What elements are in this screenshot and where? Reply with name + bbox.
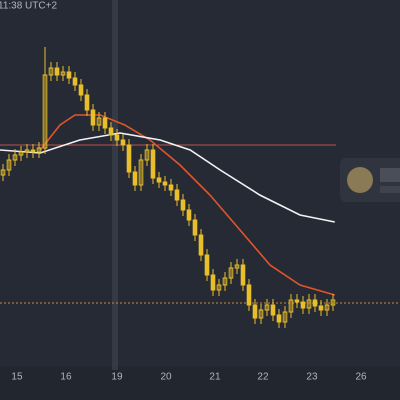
candle-body [96,117,102,126]
candle-body [108,127,114,136]
candle-body [126,144,132,173]
candle-body [198,234,204,256]
candle-body [18,151,24,156]
candle-body [174,189,180,201]
x-tick-label: 16 [60,372,72,383]
candle-body [30,149,36,153]
candle-body [156,177,162,183]
logo [340,158,400,202]
candle-body [120,139,126,146]
candle-body [276,314,282,323]
x-tick-label: 23 [306,372,318,383]
candle-body [288,299,294,313]
candle-body [114,134,120,141]
candle-body [0,169,6,176]
candle-body [204,254,210,276]
candle-body [60,71,66,76]
candle-body [132,171,138,186]
candle-body [282,311,288,323]
candle-body [258,309,264,319]
candle-body [246,284,252,306]
candle-body [78,84,84,96]
x-tick-label: 20 [160,372,172,383]
candle-body [138,159,144,186]
crosshair [112,0,119,370]
candle-body [90,109,96,126]
candle-body [318,305,324,311]
candle-body [66,71,72,79]
candle-body [36,147,42,153]
candle-body [144,149,150,161]
candle-body [270,304,276,316]
candle-body [42,74,48,149]
x-tick-label: 19 [111,372,123,383]
x-tick-label: 22 [257,372,269,383]
candle-body [54,67,60,76]
candle-body [162,181,168,186]
x-tick-label: 26 [355,372,367,383]
candle-body [6,159,12,171]
candle-body [264,304,270,311]
chart-title: 11:38 UTC+2 [0,1,57,12]
candle-body [48,67,54,76]
candle-body [180,199,186,211]
time-axis [0,366,400,400]
x-tick-label: 15 [11,372,23,383]
candle-body [234,264,240,269]
candle-body [312,299,318,307]
candle-body [252,304,258,319]
logo-icon [347,167,373,193]
candle-body [186,209,192,221]
candle-body [330,299,336,306]
candle-body [216,284,222,291]
logo-text-shape [380,186,400,193]
candle-body [168,184,174,191]
candle-body [12,154,18,161]
candle-body [192,219,198,236]
candle-body [210,274,216,291]
candle-body [222,277,228,286]
moving-average [0,132,335,223]
candle-body [294,299,300,303]
candle-body [150,149,156,179]
logo-text-shape [380,168,400,182]
candle-body [102,117,108,129]
moving-average [39,114,336,296]
x-tick-label: 21 [209,372,221,383]
candle-body [72,77,78,86]
candle-body [324,304,330,311]
candle-body [84,94,90,111]
candle-body [240,264,246,286]
candle-body [306,299,312,309]
candle-body [228,267,234,279]
candle-body [300,301,306,309]
candle-body [24,149,30,153]
